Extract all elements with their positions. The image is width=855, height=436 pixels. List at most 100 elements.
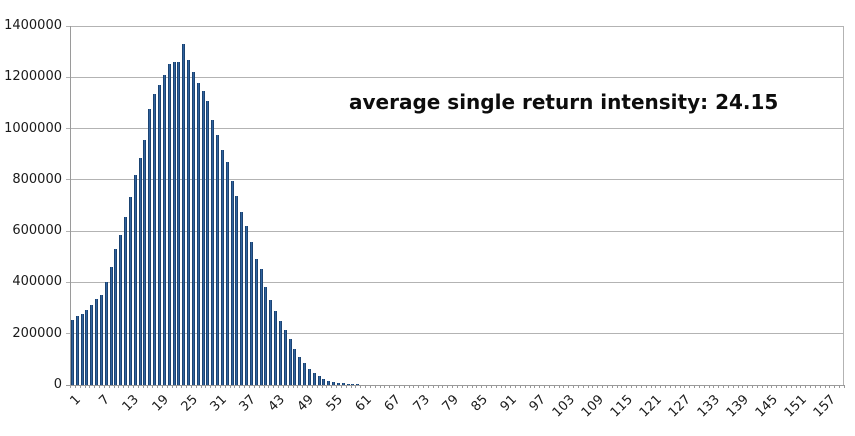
x-axis-tick (447, 385, 449, 388)
x-axis-tick (248, 385, 250, 388)
histogram-bar (278, 320, 282, 385)
x-axis-tick (568, 385, 570, 388)
histogram-bar (327, 380, 331, 385)
x-axis-tick (781, 385, 783, 388)
y-axis-line (70, 26, 71, 385)
x-axis-tick (118, 385, 120, 388)
x-axis-tick (577, 385, 579, 388)
y-axis-tick-label: 600000 (12, 223, 62, 239)
x-axis-tick (761, 385, 763, 388)
histogram-bar (235, 195, 239, 385)
x-axis-tick (635, 385, 637, 388)
histogram-bar (249, 242, 253, 385)
x-axis-tick (544, 385, 546, 388)
x-axis-tick (108, 385, 110, 388)
histogram-bar (114, 248, 118, 385)
x-axis-tick (553, 385, 555, 388)
x-axis-tick (689, 385, 691, 388)
x-axis-tick (70, 385, 71, 388)
x-axis-tick (839, 385, 841, 388)
histogram-bar (104, 282, 108, 385)
x-axis-tick (790, 385, 792, 388)
x-axis-tick (752, 385, 754, 388)
x-axis-tick (200, 385, 202, 388)
x-axis-tick (379, 385, 381, 388)
histogram-bar (336, 382, 340, 385)
x-axis-tick (558, 385, 560, 388)
x-axis-tick (234, 385, 236, 388)
x-axis-tick (645, 385, 647, 388)
y-axis-tick-label: 1200000 (4, 69, 62, 85)
histogram-bar (177, 62, 181, 385)
x-axis-tick (161, 385, 163, 388)
x-axis-tick (650, 385, 652, 388)
x-axis-tick (814, 385, 816, 388)
x-axis-tick (186, 385, 188, 388)
x-axis-tick (529, 385, 531, 388)
x-axis-tick (171, 385, 173, 388)
histogram-bar (259, 269, 263, 385)
x-axis-tick (195, 385, 197, 388)
x-axis-tick (132, 385, 134, 388)
x-axis-tick (665, 385, 666, 388)
x-axis-tick (616, 385, 618, 388)
x-axis-tick (476, 385, 478, 388)
histogram-bar (216, 135, 220, 385)
x-axis-tick (500, 385, 502, 388)
x-axis-tick (708, 385, 710, 388)
x-axis-tick (147, 385, 149, 388)
histogram-bar (206, 101, 210, 385)
x-axis-tick (181, 385, 183, 388)
x-axis-tick (244, 385, 246, 388)
histogram-bar (187, 60, 191, 385)
x-axis-tick (640, 385, 642, 388)
x-axis-tick (737, 385, 739, 388)
x-axis-tick (524, 385, 526, 388)
x-axis-tick (771, 385, 773, 388)
x-axis-tick (365, 385, 367, 388)
x-axis-tick (369, 385, 371, 388)
x-axis-tick (718, 385, 720, 388)
histogram-bar (133, 175, 137, 385)
x-axis-tick (432, 385, 434, 388)
histogram-bar (90, 304, 94, 385)
x-axis-tick (660, 385, 662, 388)
x-axis-tick (548, 385, 550, 388)
y-axis-tick-label: 0 (53, 377, 62, 392)
x-axis-tick (176, 385, 178, 388)
x-axis-tick (394, 385, 396, 388)
x-axis-tick (311, 385, 313, 388)
x-axis-tick (331, 385, 333, 388)
x-axis-tick (360, 385, 362, 388)
histogram-bar (298, 356, 302, 385)
x-axis-tick (471, 385, 473, 388)
histogram-bar (80, 314, 84, 385)
x-axis-tick (345, 385, 347, 388)
x-axis-tick (307, 385, 309, 388)
x-axis-tick (316, 385, 318, 388)
x-axis-tick (350, 385, 352, 388)
x-axis-tick (747, 385, 749, 388)
x-axis-tick (800, 385, 802, 388)
x-axis-tick (210, 385, 212, 388)
histogram-bar (225, 161, 229, 385)
x-axis-tick (398, 385, 400, 388)
x-axis-tick (157, 385, 159, 388)
x-axis-tick (103, 385, 105, 388)
x-axis-tick (844, 385, 845, 388)
gridline (66, 76, 844, 78)
x-axis-tick (278, 385, 279, 388)
y-axis-tick-label: 400000 (12, 274, 62, 290)
histogram-bar (269, 299, 273, 385)
x-axis-tick (592, 385, 594, 388)
x-axis-tick (606, 385, 608, 388)
x-axis-tick (389, 385, 391, 388)
histogram-bar (332, 381, 336, 385)
histogram-bar (124, 217, 128, 385)
x-axis-tick (302, 385, 304, 388)
histogram-bar (99, 294, 103, 385)
x-axis-tick (510, 385, 512, 388)
gridline (66, 128, 844, 130)
histogram-bar (95, 299, 99, 385)
x-axis-tick (258, 385, 260, 388)
